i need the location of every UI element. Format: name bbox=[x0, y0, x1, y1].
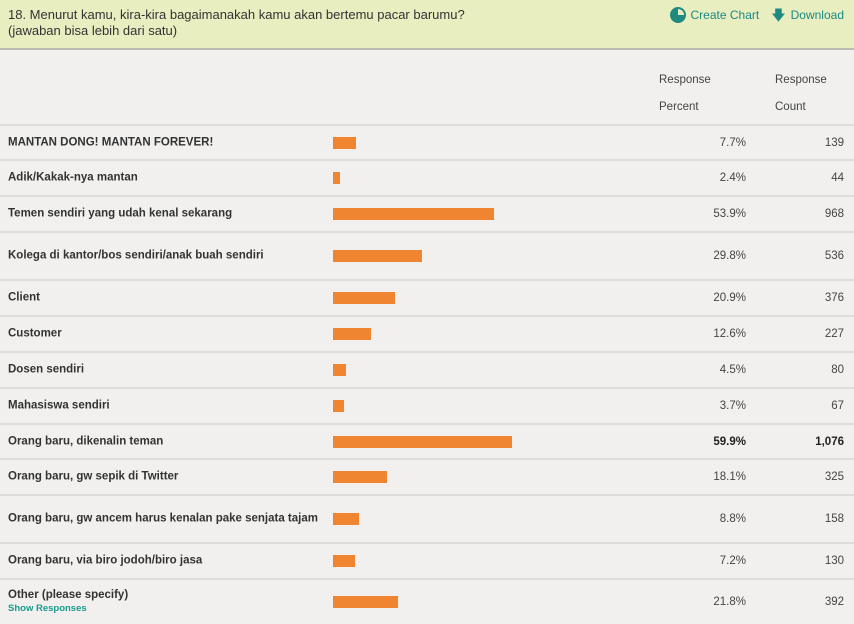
question-header: 18. Menurut kamu, kira-kira bagaimanakah… bbox=[0, 0, 854, 50]
download-label: Download bbox=[790, 8, 844, 22]
create-chart-label: Create Chart bbox=[690, 8, 760, 22]
answer-label: Temen sendiri yang udah kenal sekarang bbox=[8, 207, 233, 220]
table-row: Orang baru, gw ancem harus kenalan pake … bbox=[0, 496, 854, 544]
answer-label: MANTAN DONG! MANTAN FOREVER! bbox=[8, 136, 214, 148]
download-arrow-icon: 🡇 bbox=[771, 7, 786, 23]
response-bar bbox=[333, 364, 347, 376]
answer-label: Kolega di kantor/bos sendiri/anak buah s… bbox=[8, 249, 264, 262]
table-row: Other (please specify) Show Responses 21.… bbox=[0, 580, 854, 624]
question-subtitle: (jawaban bisa lebih dari satu) bbox=[8, 23, 178, 38]
response-count: 325 bbox=[824, 471, 844, 483]
response-count: 139 bbox=[824, 136, 844, 149]
response-bar bbox=[333, 596, 399, 608]
table-row: Kolega di kantor/bos sendiri/anak buah s… bbox=[0, 233, 854, 281]
response-bar bbox=[333, 292, 396, 304]
response-percent: 7.2% bbox=[719, 555, 746, 567]
table-row: Mahasiswa sendiri 3.7% 67 bbox=[0, 389, 854, 425]
response-count: 80 bbox=[831, 364, 844, 376]
answer-label: Orang baru, dikenalin teman bbox=[8, 435, 164, 447]
table-row: Dosen sendiri 4.5% 80 bbox=[0, 353, 854, 389]
response-percent-header: Response Percent bbox=[659, 74, 711, 113]
response-count: 536 bbox=[824, 250, 844, 262]
response-percent: 12.6% bbox=[713, 328, 746, 340]
results-table: MANTAN DONG! MANTAN FOREVER! 7.7% 139 Adi… bbox=[0, 126, 854, 624]
response-percent: 3.7% bbox=[719, 400, 746, 412]
response-percent: 8.8% bbox=[719, 513, 746, 525]
response-count-header: Response Count bbox=[775, 74, 827, 113]
response-bar bbox=[333, 328, 371, 340]
response-count: 44 bbox=[831, 172, 844, 184]
response-count: 67 bbox=[831, 400, 844, 412]
answer-label: Client bbox=[8, 291, 40, 304]
column-header: Response Percent Response Count bbox=[0, 50, 854, 126]
answer-label: Adik/Kakak-nya mantan bbox=[8, 171, 138, 184]
response-percent: 18.1% bbox=[713, 471, 746, 483]
response-bar bbox=[333, 555, 355, 567]
answer-label: Orang baru, gw sepik di Twitter bbox=[8, 470, 179, 483]
table-row: Orang baru, via biro jodoh/biro jasa 7.2… bbox=[0, 544, 854, 580]
response-bar bbox=[333, 250, 423, 262]
table-row: Orang baru, gw sepik di Twitter 18.1% 32… bbox=[0, 460, 854, 496]
response-percent: 7.7% bbox=[719, 136, 746, 149]
response-count: 227 bbox=[824, 328, 844, 340]
show-responses-link[interactable]: Show Responses bbox=[8, 603, 87, 614]
answer-label: Dosen sendiri bbox=[8, 363, 85, 376]
table-row: Adik/Kakak-nya mantan 2.4% 44 bbox=[0, 161, 854, 197]
download-button[interactable]: 🡇 Download bbox=[771, 7, 844, 23]
response-percent: 53.9% bbox=[713, 208, 746, 220]
response-bar bbox=[333, 471, 388, 483]
response-percent: 21.8% bbox=[713, 596, 746, 608]
table-row: MANTAN DONG! MANTAN FOREVER! 7.7% 139 bbox=[0, 126, 854, 161]
response-bar bbox=[333, 400, 345, 412]
response-bar bbox=[333, 513, 360, 525]
response-count: 392 bbox=[824, 596, 844, 608]
answer-label: Other (please specify) Show Responses bbox=[8, 589, 318, 615]
response-percent: 20.9% bbox=[713, 292, 746, 304]
response-count: 376 bbox=[824, 292, 844, 304]
create-chart-button[interactable]: Create Chart bbox=[669, 7, 760, 23]
answer-label: Orang baru, via biro jodoh/biro jasa bbox=[8, 554, 203, 567]
table-row: Customer 12.6% 227 bbox=[0, 317, 854, 353]
answer-label: Orang baru, gw ancem harus kenalan pake … bbox=[8, 512, 318, 525]
response-count: 968 bbox=[824, 208, 844, 220]
response-bar bbox=[333, 172, 341, 184]
response-bar bbox=[333, 435, 513, 448]
response-bar bbox=[333, 136, 357, 149]
response-bar bbox=[333, 208, 495, 220]
response-percent: 2.4% bbox=[719, 172, 746, 184]
response-count: 130 bbox=[824, 555, 844, 567]
response-percent: 59.9% bbox=[713, 435, 746, 448]
response-percent: 29.8% bbox=[713, 250, 746, 262]
response-count: 1,076 bbox=[815, 435, 844, 448]
answer-label: Customer bbox=[8, 327, 62, 340]
question-title: 18. Menurut kamu, kira-kira bagaimanakah… bbox=[8, 7, 465, 22]
response-percent: 4.5% bbox=[719, 364, 746, 376]
table-row: Client 20.9% 376 bbox=[0, 281, 854, 317]
table-row: Orang baru, dikenalin teman 59.9% 1,076 bbox=[0, 425, 854, 460]
answer-label: Mahasiswa sendiri bbox=[8, 399, 110, 412]
table-row: Temen sendiri yang udah kenal sekarang 5… bbox=[0, 197, 854, 233]
pie-chart-icon bbox=[669, 7, 686, 23]
response-count: 158 bbox=[824, 513, 844, 525]
